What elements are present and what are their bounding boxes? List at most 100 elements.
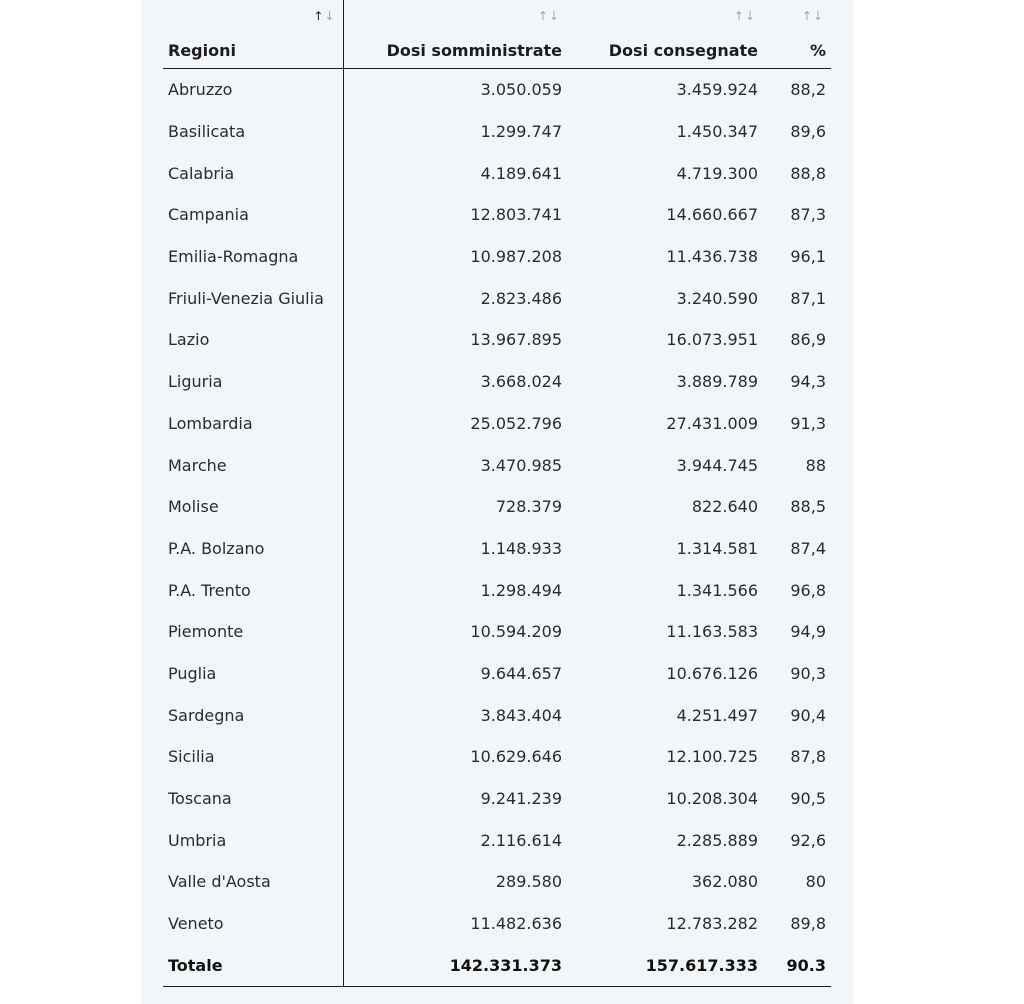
table-row: Umbria 2.116.614 2.285.889 92,6 <box>163 819 831 862</box>
cell-region: Lombardia <box>163 402 344 445</box>
cell-administered: 289.580 <box>495 872 562 892</box>
cell-region: Abruzzo <box>163 68 344 111</box>
cell-administered: 11.482.636 <box>470 914 562 934</box>
table-row: Emilia-Romagna 10.987.208 11.436.738 96,1 <box>163 235 831 278</box>
cell-delivered: 3.459.924 <box>676 80 758 100</box>
total-cell-delivered: 157.617.333 <box>567 944 763 988</box>
cell-administered: 2.116.614 <box>480 830 562 850</box>
cell-percent: 94,9 <box>790 622 826 642</box>
cell-administered: 12.803.741 <box>470 205 562 225</box>
cell-region: Veneto <box>163 902 344 945</box>
table-row: Friuli-Venezia Giulia 2.823.486 3.240.590 8… <box>163 277 831 320</box>
cell-delivered: 3.889.789 <box>676 372 758 392</box>
cell-delivered: 11.436.738 <box>666 247 758 267</box>
table-body: Abruzzo 3.050.059 3.459.924 88,2 Basilicata 1… <box>163 68 831 988</box>
table-row: Molise 728.379 822.640 88,5 <box>163 485 831 528</box>
cell-administered: 25.052.796 <box>470 413 562 433</box>
cell-delivered: 10.208.304 <box>666 789 758 809</box>
cell-region: P.A. Trento <box>163 569 344 611</box>
cell-region: Marche <box>163 444 344 486</box>
cell-delivered: 1.341.566 <box>676 580 758 600</box>
column-header-regioni[interactable]: ↑↓ Regioni <box>163 0 344 69</box>
cell-delivered: 362.080 <box>691 872 758 892</box>
cell-region: Liguria <box>163 360 344 403</box>
cell-administered: 13.967.895 <box>470 330 562 350</box>
cell-administered: 2.823.486 <box>480 288 562 308</box>
sort-icon[interactable]: ↑↓ <box>313 9 336 23</box>
cell-delivered: 10.676.126 <box>666 663 758 683</box>
cell-percent: 94,3 <box>790 372 826 392</box>
cell-delivered: 1.450.347 <box>676 122 758 142</box>
cell-administered: 728.379 <box>495 497 562 517</box>
cell-percent: 89,6 <box>790 122 826 142</box>
cell-percent: 96,8 <box>790 580 826 600</box>
cell-percent: 91,3 <box>790 413 826 433</box>
cell-administered: 10.594.209 <box>470 622 562 642</box>
sort-icon[interactable]: ↑↓ <box>537 9 560 23</box>
table-row: Valle d'Aosta 289.580 362.080 80 <box>163 861 831 903</box>
table-row: Lombardia 25.052.796 27.431.009 91,3 <box>163 402 831 445</box>
cell-region: Molise <box>163 485 344 528</box>
table-row: Liguria 3.668.024 3.889.789 94,3 <box>163 360 831 403</box>
cell-percent: 88 <box>805 455 826 475</box>
cell-region: P.A. Bolzano <box>163 527 344 570</box>
column-header-dosi-somministrate[interactable]: ↑↓ Dosi somministrate <box>343 0 567 69</box>
cell-administered: 1.299.747 <box>480 122 562 142</box>
cell-delivered: 11.163.583 <box>666 622 758 642</box>
cell-percent: 87,3 <box>790 205 826 225</box>
cell-percent: 86,9 <box>790 330 826 350</box>
cell-delivered: 2.285.889 <box>676 830 758 850</box>
cell-percent: 89,8 <box>790 914 826 934</box>
total-cell-administered: 142.331.373 <box>343 944 567 988</box>
cell-administered: 10.987.208 <box>470 247 562 267</box>
cell-percent: 96,1 <box>790 247 826 267</box>
table-row: P.A. Trento 1.298.494 1.341.566 96,8 <box>163 569 831 611</box>
header-row: ↑↓ Regioni ↑↓ Dosi somministrate ↑↓ Dosi… <box>163 0 831 69</box>
column-header-label: Regioni <box>168 41 236 60</box>
cell-percent: 90,3 <box>790 663 826 683</box>
table-row: Piemonte 10.594.209 11.163.583 94,9 <box>163 610 831 653</box>
cell-region: Calabria <box>163 152 344 195</box>
cell-delivered: 12.100.725 <box>666 747 758 767</box>
table-row: Marche 3.470.985 3.944.745 88 <box>163 444 831 486</box>
cell-administered: 9.644.657 <box>480 663 562 683</box>
cell-region: Toscana <box>163 777 344 820</box>
total-cell-percent: 90.3 <box>763 944 831 988</box>
table-row: Puglia 9.644.657 10.676.126 90,3 <box>163 652 831 695</box>
table-row: Veneto 11.482.636 12.783.282 89,8 <box>163 902 831 945</box>
cell-delivered: 4.719.300 <box>676 163 758 183</box>
cell-administered: 1.298.494 <box>480 580 562 600</box>
cell-percent: 90,5 <box>790 789 826 809</box>
cell-administered: 3.050.059 <box>480 80 562 100</box>
table-row: Basilicata 1.299.747 1.450.347 89,6 <box>163 110 831 153</box>
sort-icon[interactable]: ↑↓ <box>801 9 824 23</box>
total-cell-region: Totale <box>163 944 344 988</box>
cell-percent: 88,8 <box>790 163 826 183</box>
table-header: ↑↓ Regioni ↑↓ Dosi somministrate ↑↓ Dosi… <box>163 0 831 69</box>
cell-percent: 88,5 <box>790 497 826 517</box>
table-row: P.A. Bolzano 1.148.933 1.314.581 87,4 <box>163 527 831 570</box>
cell-region: Valle d'Aosta <box>163 861 344 903</box>
cell-delivered: 4.251.497 <box>676 705 758 725</box>
cell-delivered: 1.314.581 <box>676 538 758 558</box>
vaccine-doses-table: ↑↓ Regioni ↑↓ Dosi somministrate ↑↓ Dosi… <box>163 0 831 988</box>
cell-delivered: 14.660.667 <box>666 205 758 225</box>
cell-delivered: 822.640 <box>691 497 758 517</box>
cell-region: Basilicata <box>163 110 344 153</box>
column-header-dosi-consegnate[interactable]: ↑↓ Dosi consegnate <box>567 0 763 69</box>
cell-administered: 10.629.646 <box>470 747 562 767</box>
column-header-percent[interactable]: ↑↓ % <box>763 0 831 69</box>
cell-region: Sicilia <box>163 736 344 778</box>
cell-percent: 87,4 <box>790 538 826 558</box>
cell-administered: 4.189.641 <box>480 163 562 183</box>
cell-region: Sardegna <box>163 694 344 736</box>
cell-administered: 3.668.024 <box>480 372 562 392</box>
table-row: Abruzzo 3.050.059 3.459.924 88,2 <box>163 68 831 111</box>
cell-percent: 87,8 <box>790 747 826 767</box>
sort-icon[interactable]: ↑↓ <box>733 9 756 23</box>
cell-administered: 3.843.404 <box>480 705 562 725</box>
cell-region: Puglia <box>163 652 344 695</box>
column-header-label: Dosi consegnate <box>608 41 758 60</box>
cell-administered: 9.241.239 <box>480 789 562 809</box>
cell-administered: 3.470.985 <box>480 455 562 475</box>
